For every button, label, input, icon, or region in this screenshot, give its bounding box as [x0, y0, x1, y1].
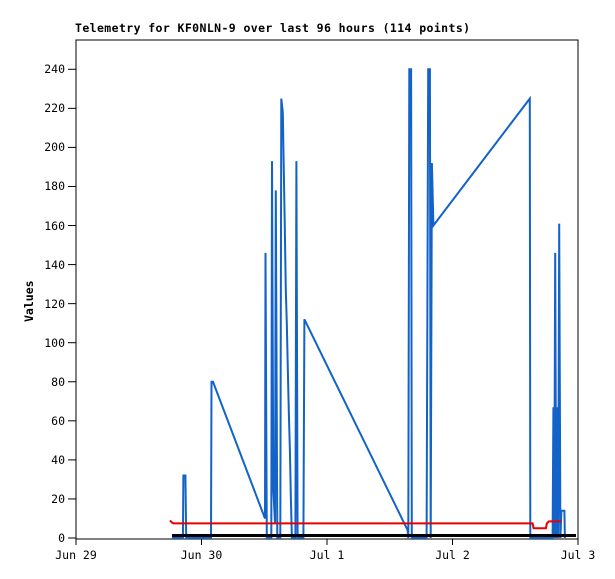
plot-frame: [75, 39, 579, 540]
y-tick-label: 40: [51, 452, 65, 467]
y-tick-label: 220: [44, 101, 65, 116]
y-tick-label: 0: [58, 531, 65, 545]
x-tick-label: Jul 1: [309, 548, 345, 562]
y-tick-label: 20: [51, 491, 65, 506]
y-tick-label: 120: [44, 296, 65, 311]
chart-title: Telemetry for KF0NLN-9 over last 96 hour…: [75, 21, 471, 35]
telemetry-channel-red-line: [169, 519, 562, 530]
x-tick-label: Jun 30: [180, 548, 223, 562]
y-tick-label: 140: [44, 257, 65, 272]
y-tick-label: 80: [51, 374, 65, 389]
y-tick-label: 240: [44, 62, 65, 77]
y-tick-label: 200: [44, 140, 65, 155]
x-tick-label: Jun 29: [55, 548, 97, 562]
y-tick-label: 180: [44, 179, 65, 194]
y-tick-label: 160: [44, 218, 65, 233]
telemetry-channel-blue-line: [172, 68, 566, 539]
x-tick-label: Jul 3: [560, 548, 596, 562]
y-tick-label: 100: [44, 335, 65, 350]
y-tick-label: 60: [51, 413, 65, 428]
x-tick-label: Jul 2: [435, 548, 470, 562]
